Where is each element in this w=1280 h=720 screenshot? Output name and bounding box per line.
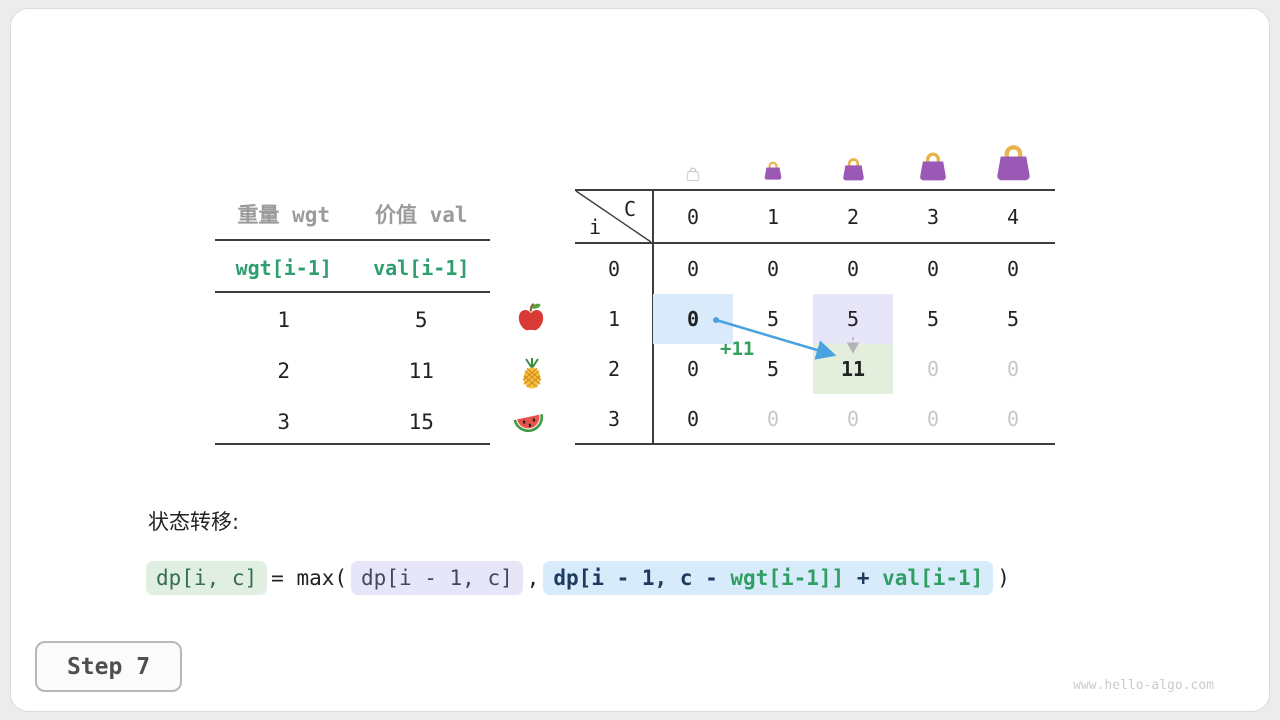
dp-col-header-2: 2: [846, 205, 860, 229]
dp-cell: 0: [686, 257, 700, 281]
dp-cell-current-highlight: 11: [813, 344, 893, 394]
val-formula-label: val[i-1]: [373, 256, 470, 280]
dp-row-header-3: 3: [607, 407, 621, 431]
dp-cell: 0: [766, 407, 780, 431]
dp-table-bottom-border: [575, 443, 1055, 445]
item-row-3: 3 15: [215, 402, 490, 442]
apple-icon: [514, 300, 548, 334]
capacity-axis-label: C: [624, 197, 637, 221]
formula-option-keep-chip: dp[i - 1, c]: [351, 561, 523, 595]
dp-column-headers: 0 1 2 3 4: [653, 192, 1053, 242]
dp-cell: 0: [1006, 257, 1020, 281]
formula-take-wgt: wgt[i-1]]: [730, 566, 845, 590]
dp-col-header-1: 1: [766, 205, 780, 229]
formula-take-plus: +: [844, 566, 883, 590]
item-3-weight: 3: [277, 410, 291, 434]
formula-comma: ,: [526, 566, 540, 590]
item-2-weight: 2: [277, 359, 291, 383]
dp-col-header-3: 3: [926, 205, 940, 229]
item-table-formula-row: wgt[i-1] val[i-1]: [215, 250, 490, 286]
dp-cell: 5: [1006, 307, 1020, 331]
formula-take-prefix: dp[i - 1, c -: [553, 566, 731, 590]
item-row-2: 2 11: [215, 351, 490, 391]
formula-close-paren: ): [997, 566, 1010, 590]
dp-cell: 0: [686, 357, 700, 381]
transition-formula: dp[i, c] = max( dp[i - 1, c] , dp[i - 1,…: [146, 561, 1014, 595]
dp-cell: 0: [846, 257, 860, 281]
item-table-header: 重量 wgt 价值 val: [215, 196, 490, 232]
step-indicator-badge: Step 7: [35, 641, 182, 692]
bag-medium-icon: [840, 156, 867, 185]
plus-value-annotation: +11: [720, 338, 755, 360]
dp-col-header-0: 0: [686, 205, 700, 229]
dp-cell: 5: [766, 357, 780, 381]
dp-cell: 5: [926, 307, 940, 331]
bag-xlarge-icon: [992, 142, 1035, 185]
dp-cell: 0: [926, 257, 940, 281]
dp-cell-keep-highlight: 5: [813, 294, 893, 344]
dp-cell: 0: [686, 407, 700, 431]
wgt-formula-label: wgt[i-1]: [235, 256, 332, 280]
dp-cell-source-highlight: 0: [653, 294, 733, 344]
bag-small-icon: [762, 160, 784, 184]
dp-col-header-4: 4: [1006, 205, 1020, 229]
dp-cell: 0: [766, 257, 780, 281]
dp-table-top-border: [575, 189, 1055, 191]
dp-grid: 0 0 0 0 0 0 5 5 5 5 0 5 11 0 0 0 0 0 0 0: [653, 244, 1053, 444]
bag-large-icon: [916, 150, 950, 185]
formula-equals-max: = max(: [271, 566, 348, 590]
value-column-header: 价值 val: [374, 203, 468, 227]
bag-empty-icon: [685, 166, 701, 185]
dp-row-header-2: 2: [607, 357, 621, 381]
dp-table-header-border: [575, 242, 1055, 244]
dp-cell: 0: [1006, 357, 1020, 381]
formula-lhs-chip: dp[i, c]: [146, 561, 268, 595]
transition-section-label: 状态转移:: [148, 510, 240, 534]
dp-cell: 0: [926, 407, 940, 431]
item-row-1: 1 5: [215, 300, 490, 340]
weight-column-header: 重量 wgt: [237, 203, 331, 227]
item-1-weight: 1: [277, 308, 291, 332]
dp-row-headers: 0 1 2 3: [576, 244, 652, 444]
item-table-divider: [215, 291, 490, 293]
pineapple-icon: [515, 355, 549, 389]
dp-cell: 0: [1006, 407, 1020, 431]
dp-cell: 0: [926, 357, 940, 381]
dp-cell: 0: [846, 407, 860, 431]
item-table-divider: [215, 443, 490, 445]
item-table-divider: [215, 239, 490, 241]
dp-row-header-1: 1: [607, 307, 621, 331]
dp-cell: 5: [766, 307, 780, 331]
dp-row-header-0: 0: [607, 257, 621, 281]
watermelon-icon: [512, 406, 546, 440]
formula-take-val: val[i-1]: [882, 566, 984, 590]
item-3-value: 15: [408, 410, 434, 434]
formula-option-take-chip: dp[i - 1, c - wgt[i-1]] + val[i-1]: [543, 561, 994, 595]
site-watermark: www.hello-algo.com: [1073, 678, 1214, 693]
item-1-value: 5: [414, 308, 428, 332]
item-2-value: 11: [408, 359, 434, 383]
item-axis-label: i: [589, 215, 602, 239]
